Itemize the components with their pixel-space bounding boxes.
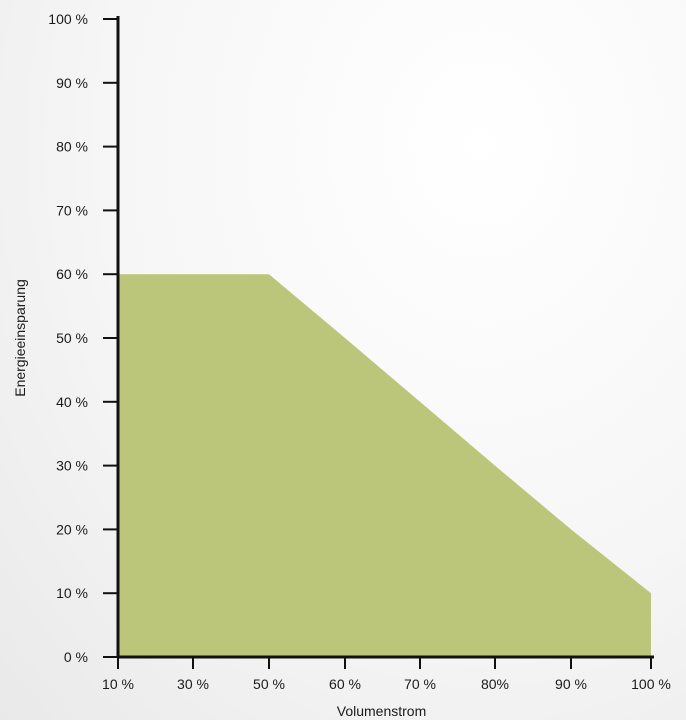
x-ticks: 10 % 30 % 50 % 60 % 70 % 80% 90 % 100 % (102, 657, 671, 692)
y-tick-label: 80 % (56, 139, 88, 155)
x-tick-label: 80% (481, 676, 509, 692)
y-ticks: 0 % 10 % 20 % 30 % 40 % 50 % 60 % 70 % 80 % 90 % 1… (48, 11, 118, 665)
y-tick-label: 40 % (56, 394, 88, 410)
y-tick-label: 100 % (48, 11, 88, 27)
y-axis-title: Energieeinsparung (12, 279, 28, 397)
y-tick-label: 70 % (56, 202, 88, 218)
x-axis-title: Volumenstrom (337, 703, 426, 719)
y-tick-label: 50 % (56, 330, 88, 346)
y-tick-label: 90 % (56, 75, 88, 91)
savings-area (118, 274, 651, 657)
y-tick-label: 20 % (56, 521, 88, 537)
x-tick-label: 100 % (631, 676, 671, 692)
y-tick-label: 10 % (56, 585, 88, 601)
x-tick-label: 10 % (102, 676, 134, 692)
x-tick-label: 70 % (404, 676, 436, 692)
area-layer (118, 274, 651, 657)
x-tick-label: 50 % (253, 676, 285, 692)
x-tick-label: 60 % (329, 676, 361, 692)
y-tick-label: 30 % (56, 458, 88, 474)
y-tick-label: 60 % (56, 266, 88, 282)
y-tick-label: 0 % (64, 649, 88, 665)
x-tick-label: 90 % (555, 676, 587, 692)
x-tick-label: 30 % (177, 676, 209, 692)
